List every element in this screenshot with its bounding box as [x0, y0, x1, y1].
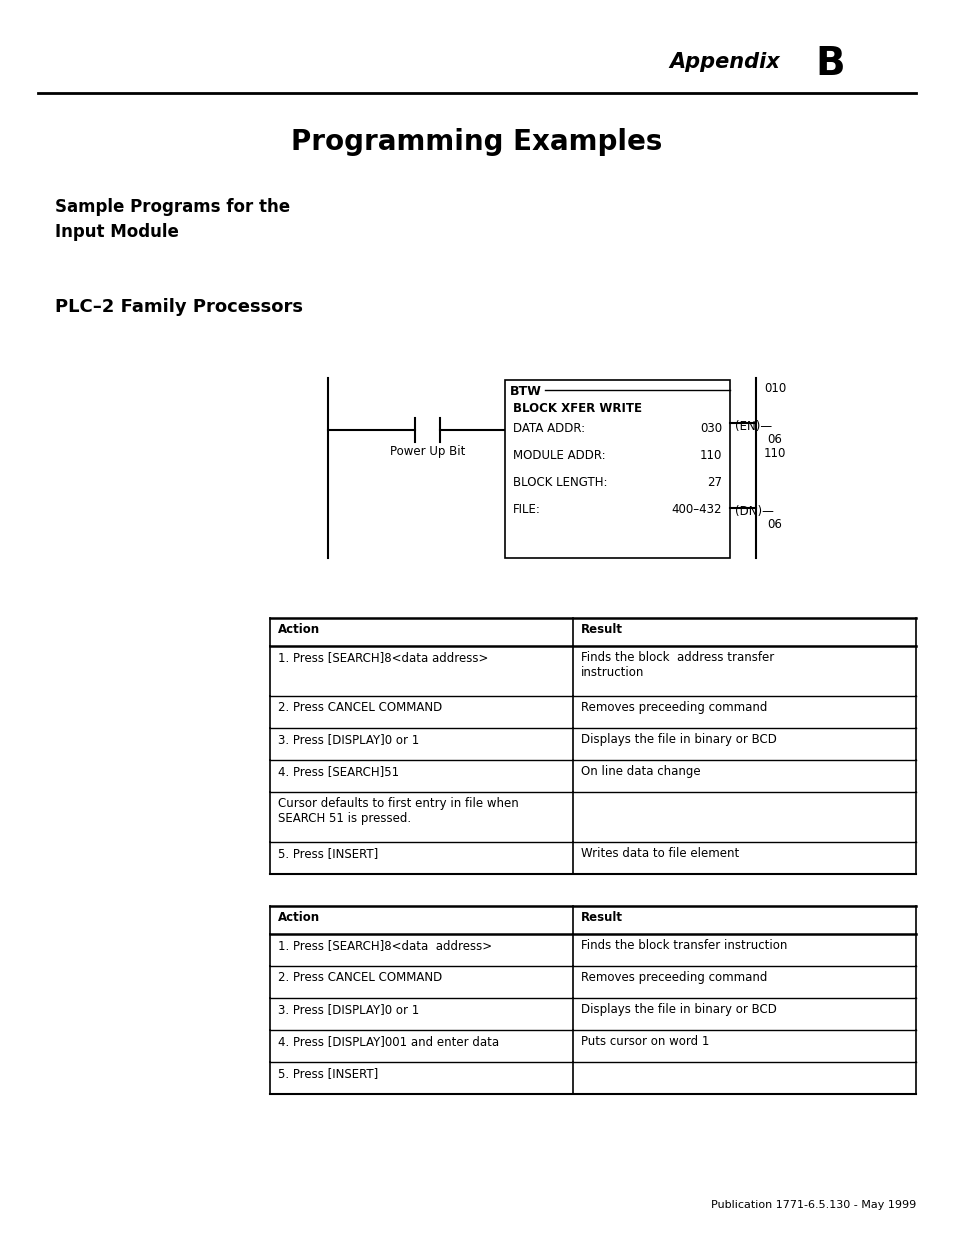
- Text: (DN)—: (DN)—: [734, 505, 773, 517]
- Text: Sample Programs for the
Input Module: Sample Programs for the Input Module: [55, 198, 290, 241]
- Text: Programming Examples: Programming Examples: [291, 128, 662, 156]
- Text: Removes preceeding command: Removes preceeding command: [580, 701, 766, 714]
- Text: 27: 27: [706, 475, 721, 489]
- Text: Finds the block  address transfer
instruction: Finds the block address transfer instruc…: [580, 651, 774, 679]
- Text: Removes preceeding command: Removes preceeding command: [580, 971, 766, 984]
- Text: 110: 110: [763, 447, 785, 459]
- Text: BLOCK LENGTH:: BLOCK LENGTH:: [513, 475, 607, 489]
- Text: B: B: [815, 44, 844, 83]
- Text: 5. Press [INSERT]: 5. Press [INSERT]: [277, 847, 377, 860]
- Text: On line data change: On line data change: [580, 764, 700, 778]
- Bar: [504, 380, 729, 558]
- Text: 2. Press CANCEL COMMAND: 2. Press CANCEL COMMAND: [277, 971, 442, 984]
- Text: Result: Result: [580, 911, 622, 924]
- Text: Action: Action: [277, 911, 320, 924]
- Text: 400–432: 400–432: [671, 503, 721, 516]
- Text: 4. Press [DISPLAY]001 and enter data: 4. Press [DISPLAY]001 and enter data: [277, 1035, 498, 1049]
- Text: 110: 110: [699, 450, 721, 462]
- Text: 3. Press [DISPLAY]0 or 1: 3. Press [DISPLAY]0 or 1: [277, 1003, 418, 1016]
- Text: 1. Press [SEARCH]8<data address>: 1. Press [SEARCH]8<data address>: [277, 651, 488, 664]
- Text: 030: 030: [700, 422, 721, 435]
- Text: DATA ADDR:: DATA ADDR:: [513, 422, 584, 435]
- Text: 1. Press [SEARCH]8<data  address>: 1. Press [SEARCH]8<data address>: [277, 939, 492, 952]
- Text: Appendix: Appendix: [669, 52, 780, 72]
- Text: 5. Press [INSERT]: 5. Press [INSERT]: [277, 1067, 377, 1079]
- Text: 06: 06: [767, 433, 781, 446]
- Text: Cursor defaults to first entry in file when
SEARCH 51 is pressed.: Cursor defaults to first entry in file w…: [277, 797, 518, 825]
- Text: MODULE ADDR:: MODULE ADDR:: [513, 450, 605, 462]
- Text: 2. Press CANCEL COMMAND: 2. Press CANCEL COMMAND: [277, 701, 442, 714]
- Text: (EN)—: (EN)—: [734, 420, 771, 433]
- Text: FILE:: FILE:: [513, 503, 540, 516]
- Text: 06: 06: [767, 517, 781, 531]
- Text: BTW: BTW: [510, 385, 541, 398]
- Text: Action: Action: [277, 622, 320, 636]
- Text: Finds the block transfer instruction: Finds the block transfer instruction: [580, 939, 786, 952]
- Text: Displays the file in binary or BCD: Displays the file in binary or BCD: [580, 734, 776, 746]
- Text: 4. Press [SEARCH]51: 4. Press [SEARCH]51: [277, 764, 398, 778]
- Text: BLOCK XFER WRITE: BLOCK XFER WRITE: [513, 403, 641, 415]
- Text: Power Up Bit: Power Up Bit: [390, 445, 465, 458]
- Text: Puts cursor on word 1: Puts cursor on word 1: [580, 1035, 709, 1049]
- Text: Writes data to file element: Writes data to file element: [580, 847, 739, 860]
- Text: 3. Press [DISPLAY]0 or 1: 3. Press [DISPLAY]0 or 1: [277, 734, 418, 746]
- Text: 010: 010: [763, 382, 785, 395]
- Text: Publication 1771-6.5.130 - May 1999: Publication 1771-6.5.130 - May 1999: [710, 1200, 915, 1210]
- Text: Displays the file in binary or BCD: Displays the file in binary or BCD: [580, 1003, 776, 1016]
- Text: PLC–2 Family Processors: PLC–2 Family Processors: [55, 298, 303, 316]
- Text: Result: Result: [580, 622, 622, 636]
